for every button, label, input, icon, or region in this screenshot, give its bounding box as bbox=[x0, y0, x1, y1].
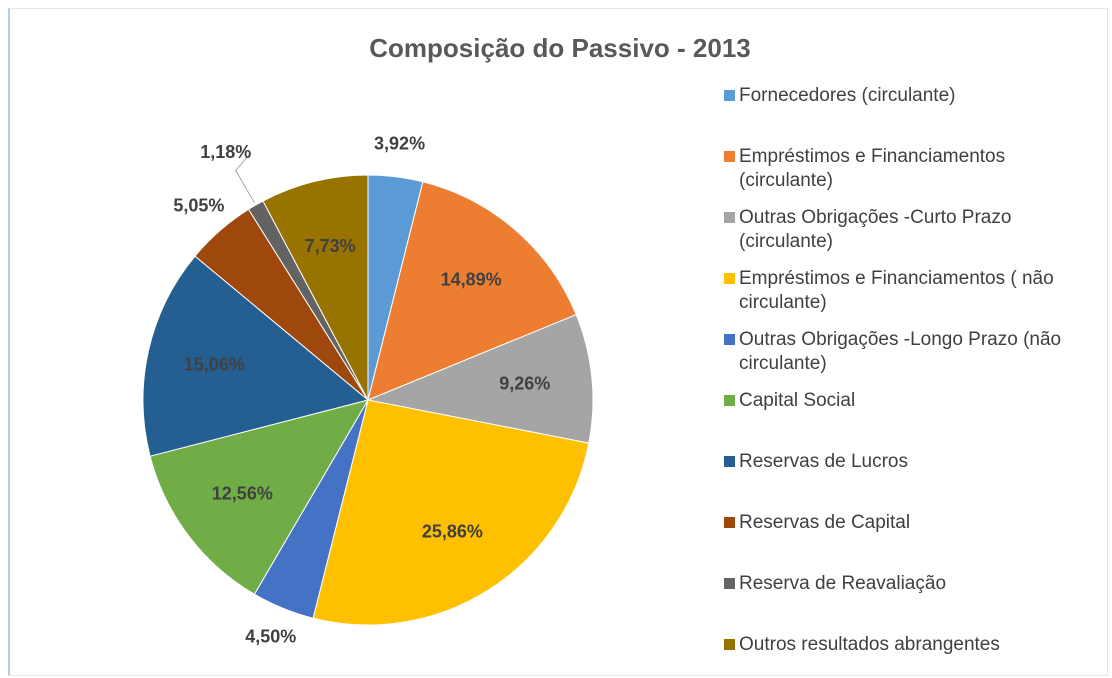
legend-label: Outros resultados abrangentes bbox=[739, 634, 1000, 655]
legend-item: Empréstimos e Financiamentos ( não circu… bbox=[724, 267, 1094, 328]
pie-slice bbox=[142, 255, 370, 457]
legend-label: Reservas de Capital bbox=[739, 512, 911, 533]
legend-swatch bbox=[724, 90, 735, 101]
legend-item: Capital Social bbox=[724, 389, 1094, 450]
chart-title: Composição do Passivo - 2013 bbox=[369, 33, 750, 63]
chart-frame bbox=[8, 8, 1108, 676]
pie-slice bbox=[367, 181, 577, 401]
leader-line bbox=[235, 152, 255, 203]
legend-label: Fornecedores (circulante) bbox=[739, 85, 956, 106]
legend-swatch bbox=[724, 334, 735, 345]
legend-swatch bbox=[724, 273, 735, 284]
legend-swatch bbox=[724, 395, 735, 406]
legend-item: Outras Obrigações -Curto Prazo (circulan… bbox=[724, 206, 1094, 267]
legend-item: Fornecedores (circulante) bbox=[724, 84, 1094, 145]
pie-slice bbox=[312, 399, 590, 626]
pie-slice bbox=[262, 174, 369, 401]
legend-label: Empréstimos e Financiamentos ( não circu… bbox=[739, 268, 1054, 313]
legend-item: Outras Obrigações -Longo Prazo (não circ… bbox=[724, 328, 1094, 389]
legend-item: Reservas de Capital bbox=[724, 511, 1094, 572]
data-label: 25,86% bbox=[422, 522, 483, 542]
data-label: 14,89% bbox=[441, 270, 502, 290]
data-label: 3,92% bbox=[374, 134, 425, 154]
legend-label: Outras Obrigações -Curto Prazo (circulan… bbox=[739, 207, 1012, 252]
legend-item: Empréstimos e Financiamentos (circulante… bbox=[724, 145, 1094, 206]
legend-swatch bbox=[724, 212, 735, 223]
legend-swatch bbox=[724, 639, 735, 650]
data-label: 5,05% bbox=[173, 195, 224, 215]
legend-swatch bbox=[724, 456, 735, 467]
legend-label: Outras Obrigações -Longo Prazo (não circ… bbox=[739, 329, 1062, 374]
legend-item: Reserva de Reavaliação bbox=[724, 572, 1094, 633]
legend-item: Reservas de Lucros bbox=[724, 450, 1094, 511]
legend-item: Outros resultados abrangentes bbox=[724, 633, 1094, 678]
data-label: 4,50% bbox=[245, 627, 296, 647]
data-label: 15,06% bbox=[184, 354, 245, 374]
data-label: 12,56% bbox=[212, 484, 273, 504]
data-label: 7,73% bbox=[305, 236, 356, 256]
pie-slice bbox=[366, 314, 594, 444]
legend-swatch bbox=[724, 517, 735, 528]
legend: Fornecedores (circulante) Empréstimos e F… bbox=[724, 84, 1094, 678]
legend-label: Reservas de Lucros bbox=[739, 451, 908, 472]
data-label: 1,18% bbox=[200, 142, 251, 162]
legend-swatch bbox=[724, 578, 735, 589]
data-label: 9,26% bbox=[499, 373, 550, 393]
legend-swatch bbox=[724, 151, 735, 162]
legend-label: Capital Social bbox=[739, 390, 856, 411]
legend-label: Empréstimos e Financiamentos (circulante… bbox=[739, 146, 1006, 191]
pie-slice bbox=[149, 399, 370, 595]
legend-label: Reserva de Reavaliação bbox=[739, 573, 947, 594]
